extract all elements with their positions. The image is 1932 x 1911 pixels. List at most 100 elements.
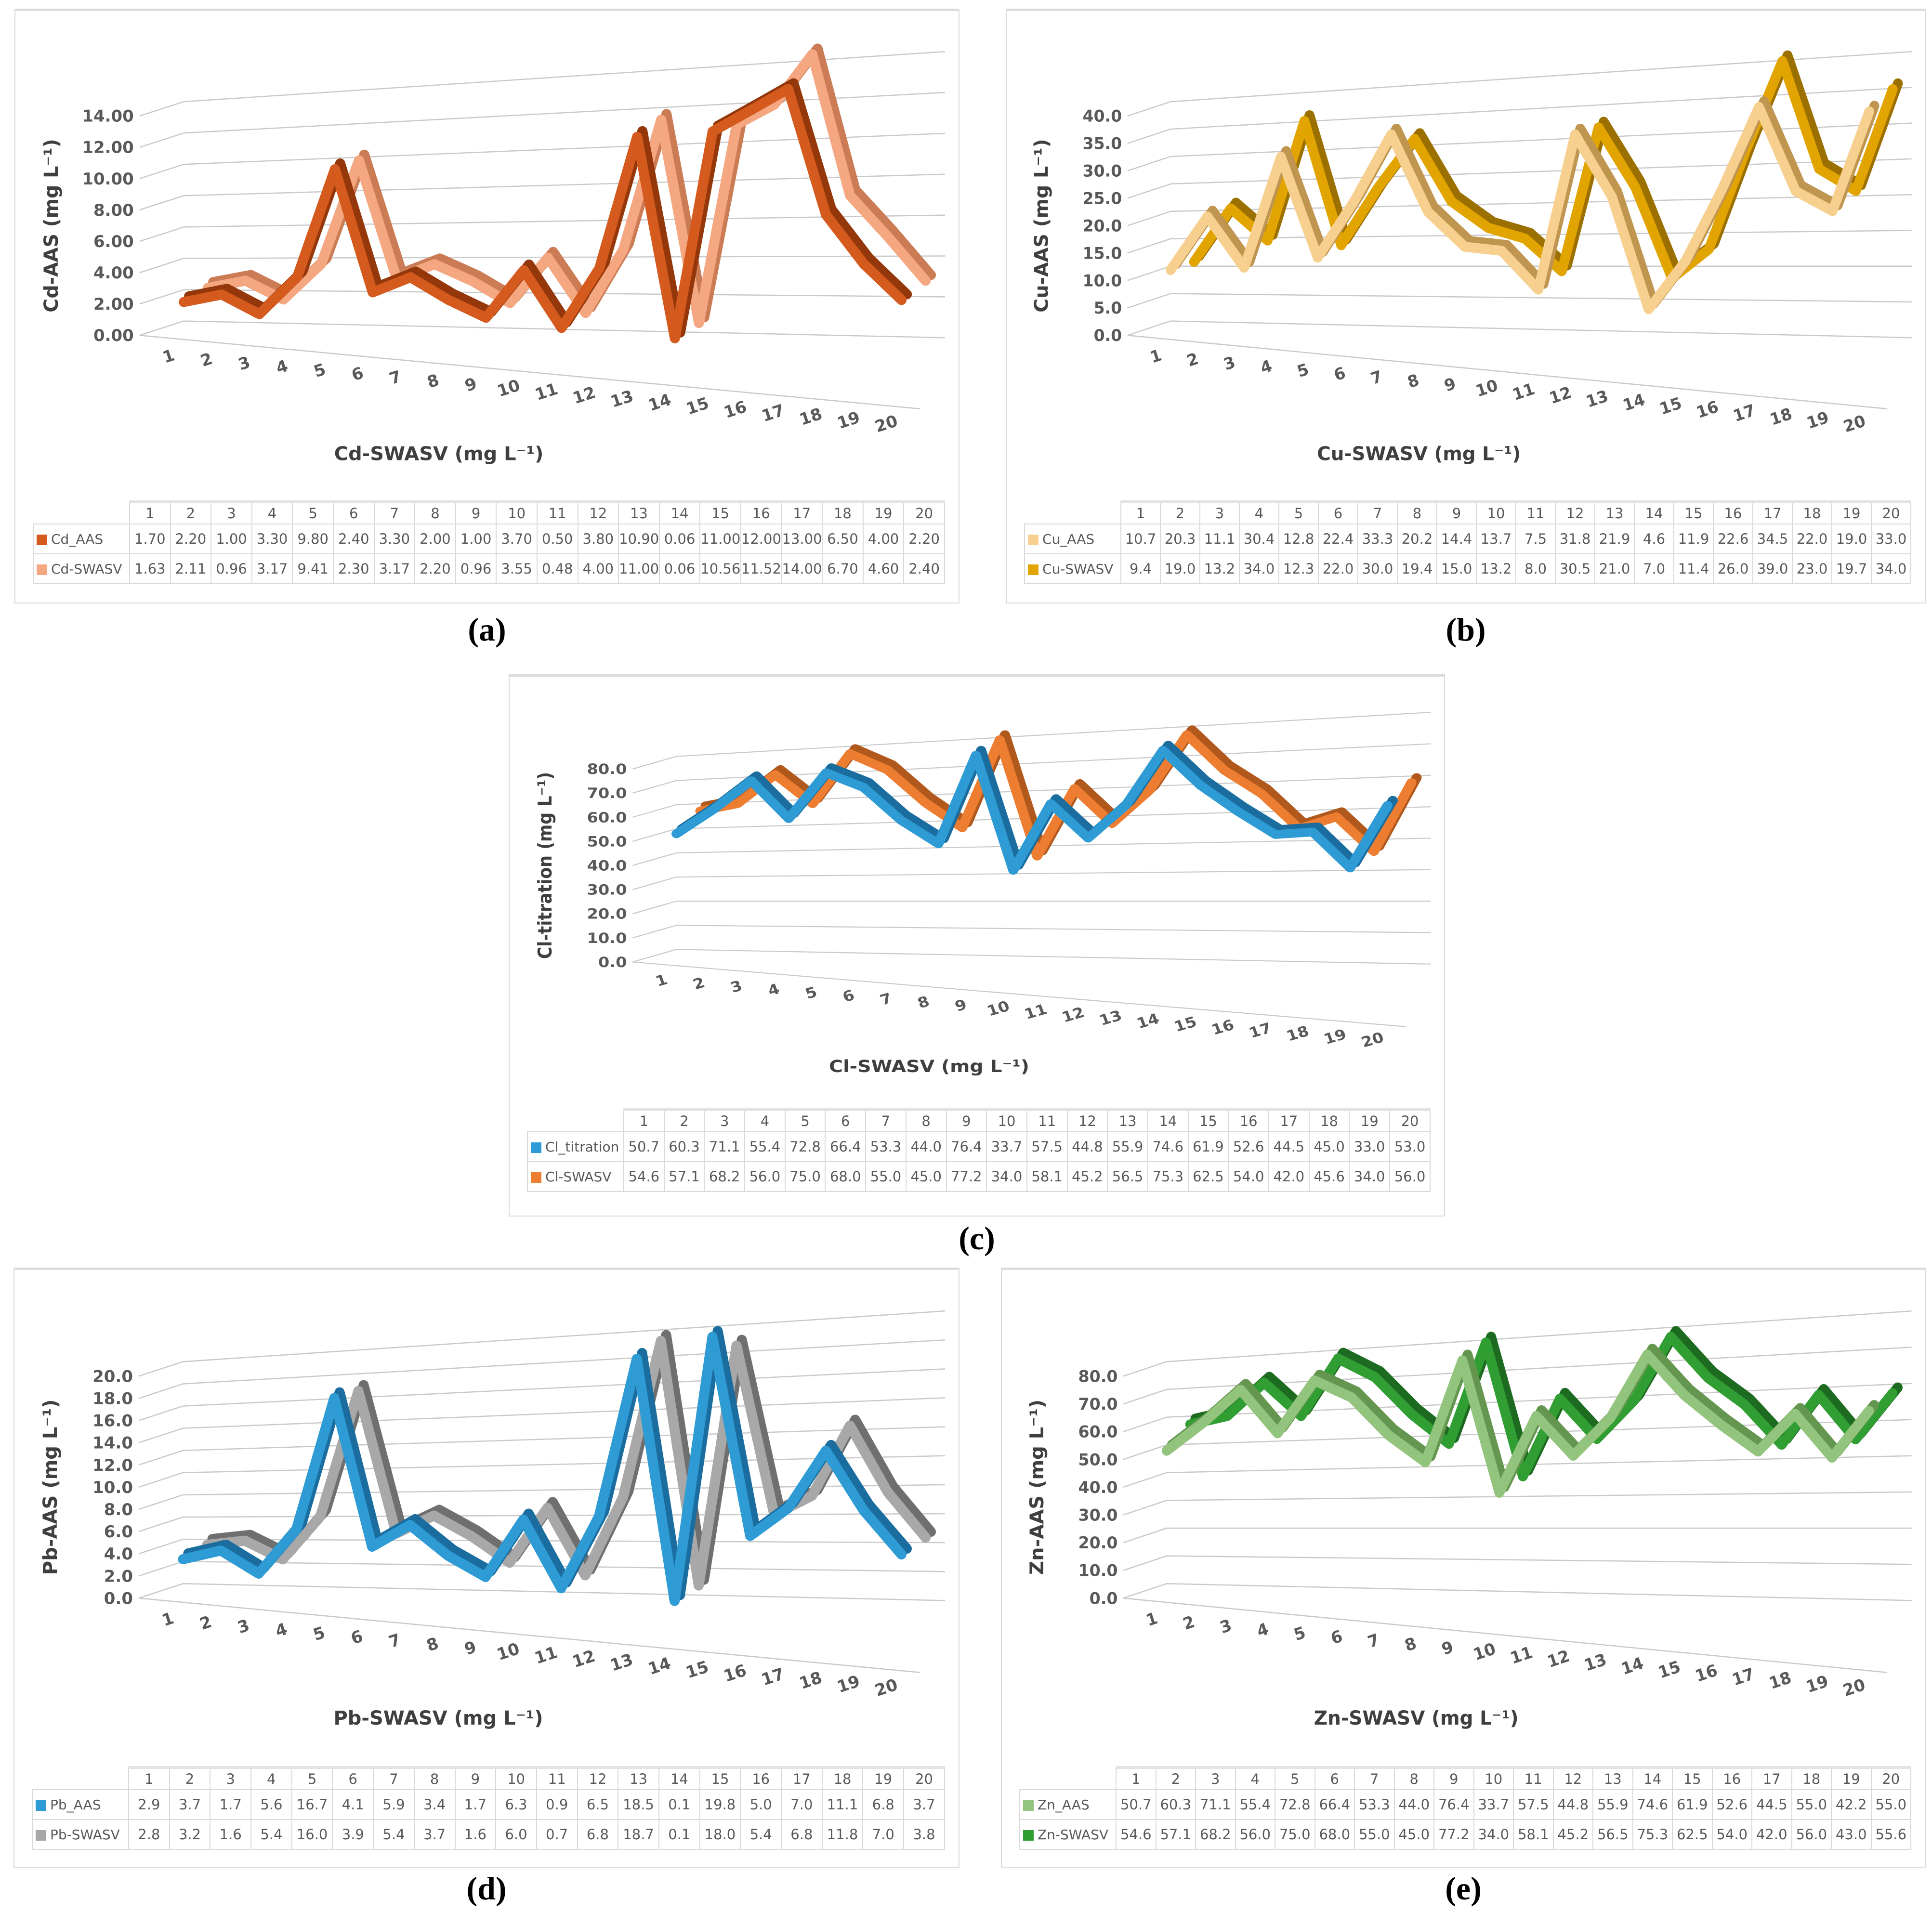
value-cell: 72.8 xyxy=(784,1131,826,1162)
y-axis-title: Cl-titration (mg L⁻¹) xyxy=(534,772,556,959)
column-header: 15 xyxy=(1673,500,1714,524)
column-header: 16 xyxy=(1711,1766,1752,1790)
value-cell: 18.5 xyxy=(618,1789,659,1820)
x-axis-tick-label: 17 xyxy=(759,1664,787,1690)
panel-label-e: (e) xyxy=(1445,1870,1482,1907)
y-axis-tick-label: 30.0 xyxy=(587,882,627,898)
series-Cl_titration-line xyxy=(671,746,1393,875)
data-table: 1 2 3 4 5 6 7 8 9 10 11 12 13 14 15 16 17 18 19 20 Pb_AAS 2.9… xyxy=(32,1766,945,1850)
y-gridline xyxy=(1127,158,1912,199)
column-header: 12 xyxy=(577,1766,619,1790)
y-axis-tick-label: 20.0 xyxy=(587,906,627,923)
value-cell: 66.4 xyxy=(1314,1789,1355,1820)
x-axis-tick-label: 7 xyxy=(386,1630,403,1652)
value-cell: 34.5 xyxy=(1752,524,1793,554)
legend-swatch-icon xyxy=(1028,564,1038,575)
value-cell: 55.9 xyxy=(1592,1789,1633,1820)
value-cell: 7.0 xyxy=(781,1789,823,1820)
x-axis-tick-label: 7 xyxy=(1368,366,1385,388)
y-gridline xyxy=(138,1339,946,1399)
table-row-Cl_titration: Cl_titration 50.7 60.3 71.1 55.4 72.8 66.4 53.3… xyxy=(527,1131,1431,1162)
value-cell: 5.9 xyxy=(373,1789,415,1820)
x-axis-tick-label: 17 xyxy=(759,401,787,425)
x-axis-tick-label: 8 xyxy=(1402,1634,1419,1655)
data-table: 1 2 3 4 5 6 7 8 9 10 11 12 13 14 15 16 17 18 19 20 Cd_AAS 1.7… xyxy=(33,500,945,584)
x-axis-tick-label: 3 xyxy=(236,353,253,374)
y-axis-tick-label: 70.0 xyxy=(1078,1395,1117,1414)
table-row-Cu_AAS: Cu_AAS 10.7 20.3 11.1 30.4 12.8 22.4 33.3 20.2 14… xyxy=(1024,524,1911,554)
y-axis-tick-label: 80.0 xyxy=(1078,1367,1117,1386)
column-header: 12 xyxy=(1552,1766,1593,1790)
value-cell: 57.1 xyxy=(1155,1819,1196,1850)
floor-front-edge xyxy=(1123,1597,1887,1673)
value-cell: 55.6 xyxy=(1870,1819,1911,1850)
column-header: 20 xyxy=(903,500,945,524)
column-header: 3 xyxy=(210,1766,252,1790)
column-header: 14 xyxy=(658,500,701,524)
column-header: 15 xyxy=(699,1766,741,1790)
value-cell: 30.0 xyxy=(1357,553,1398,584)
table-header-row: 1 2 3 4 5 6 7 8 9 10 11 12 13 14 15 16 17 18 19 20 xyxy=(1025,500,1911,524)
column-header: 16 xyxy=(1228,1108,1269,1132)
value-cell: 2.30 xyxy=(332,553,375,584)
x-axis-tick-label: 16 xyxy=(721,1661,749,1686)
value-cell: 11.1 xyxy=(1199,524,1240,554)
x-axis-tick-label: 10 xyxy=(494,1639,522,1665)
column-header: 17 xyxy=(1268,1108,1310,1132)
value-cell: 6.70 xyxy=(822,553,864,584)
x-axis-tick-label: 2 xyxy=(198,349,215,370)
x-axis-tick-label: 1 xyxy=(159,1609,176,1630)
value-cell: 54.6 xyxy=(1116,1819,1157,1850)
value-cell: 11.52 xyxy=(740,553,782,584)
value-cell: 19.4 xyxy=(1397,553,1437,584)
value-cell: 61.9 xyxy=(1672,1789,1713,1820)
value-cell: 71.1 xyxy=(704,1131,746,1162)
table-row-Pb_AAS: Pb_AAS 2.9 3.7 1.7 5.6 16.7 4.1 5.9 3.4 1.7 6.3 0.9… xyxy=(32,1789,945,1820)
column-header: 4 xyxy=(744,1108,786,1132)
value-cell: 3.30 xyxy=(373,524,416,554)
pb-3d-line-chart: 20.0 18.0 16.0 14.0 12.0 10.0 8.0 6.0 4.0 2.0 0.0 1… xyxy=(39,1310,946,1729)
y-gridline xyxy=(138,1310,946,1377)
value-cell: 2.20 xyxy=(414,553,456,584)
value-cell: 18.7 xyxy=(618,1819,659,1850)
value-cell: 6.0 xyxy=(495,1819,537,1850)
series-name-label: Cd-SWASV xyxy=(51,561,122,577)
y-gridline xyxy=(632,838,1431,866)
value-cell: 42.0 xyxy=(1751,1819,1792,1850)
value-cell: 39.0 xyxy=(1752,553,1793,584)
column-header: 1 xyxy=(1120,500,1161,524)
column-header: 16 xyxy=(740,1766,782,1790)
value-cell: 75.3 xyxy=(1632,1819,1673,1850)
x-axis-tick-label: 17 xyxy=(1247,1020,1274,1042)
cl-3d-line-chart: 80.070.060.050.040.030.020.010.00.01 2 3 4 5… xyxy=(534,711,1431,1076)
value-cell: 71.1 xyxy=(1195,1789,1236,1820)
series-Zn_AAS-line xyxy=(1161,1349,1874,1498)
x-axis-tick-label: 13 xyxy=(1584,386,1611,411)
y-axis-tick-label: 2.00 xyxy=(93,295,134,314)
x-axis-tick-label: 4 xyxy=(1255,1619,1271,1641)
column-header: 4 xyxy=(251,500,293,524)
x-axis-title: Zn-SWASV (mg L⁻¹) xyxy=(1314,1707,1519,1729)
column-header: 10 xyxy=(1476,500,1516,524)
value-cell: 3.80 xyxy=(577,524,619,554)
column-header: 1 xyxy=(1116,1766,1157,1790)
value-cell: 3.17 xyxy=(251,553,293,584)
x-axis-tick-label: 16 xyxy=(1209,1017,1236,1038)
y-axis-tick-label: 40.0 xyxy=(1083,106,1122,125)
value-cell: 45.0 xyxy=(1308,1131,1350,1162)
value-cell: 19.7 xyxy=(1831,553,1872,584)
column-header: 13 xyxy=(1594,500,1635,524)
x-axis-tick-label: 18 xyxy=(797,1668,824,1693)
value-cell: 22.4 xyxy=(1318,524,1358,554)
value-cell: 45.2 xyxy=(1066,1161,1108,1192)
value-cell: 18.0 xyxy=(699,1819,741,1850)
y-gridline xyxy=(138,1484,946,1510)
x-axis-tick-label: 1 xyxy=(1143,1609,1160,1630)
table-row-Cd-SWASV: Cd-SWASV 1.63 2.11 0.96 3.17 9.41 2.30 3.17 2.20… xyxy=(33,553,945,584)
value-cell: 55.0 xyxy=(1870,1789,1911,1820)
value-cell: 44.0 xyxy=(905,1131,947,1162)
value-cell: 43.0 xyxy=(1831,1819,1872,1850)
panel-label-c: (c) xyxy=(959,1220,995,1257)
y-axis-tick-label: 4.00 xyxy=(93,263,134,282)
value-cell: 3.8 xyxy=(903,1819,945,1850)
